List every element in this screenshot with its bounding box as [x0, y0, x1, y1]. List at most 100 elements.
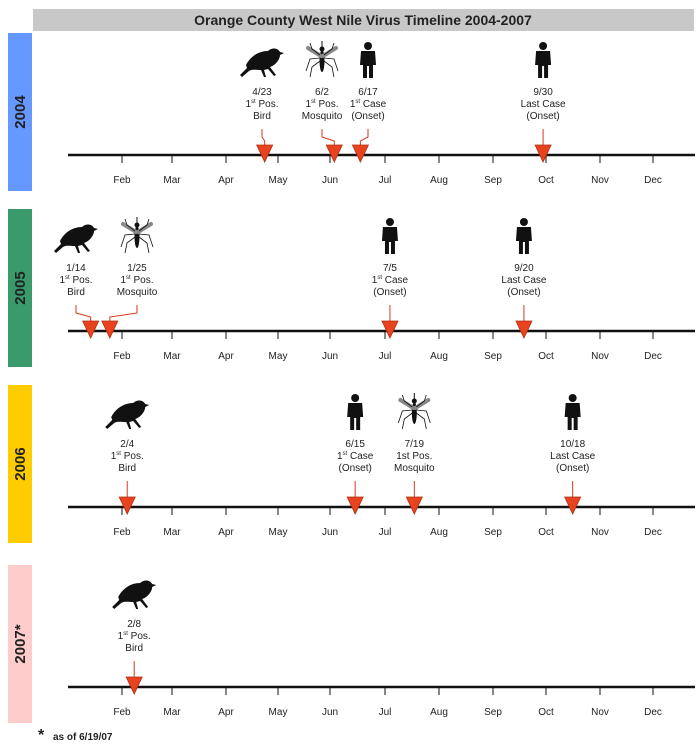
month-label: Apr: [218, 351, 234, 362]
month-label: Feb: [113, 175, 131, 186]
event-label-line1: 1st Pos.: [111, 451, 144, 462]
month-label: Mar: [163, 175, 181, 186]
month-label: Nov: [591, 351, 609, 362]
event-label-rest: Case: [347, 451, 374, 462]
month-label: Nov: [591, 527, 609, 538]
month-label: Dec: [644, 351, 662, 362]
event-label-line1: 1st Case: [372, 275, 409, 286]
event-label-main: 1st Pos.: [396, 451, 432, 462]
crow-icon: [105, 400, 150, 429]
month-label: Dec: [644, 707, 662, 718]
event-label-main: 1: [350, 99, 356, 110]
event-label-main: 1: [372, 275, 378, 286]
month-label: Jun: [322, 351, 338, 362]
event-date: 10/18: [560, 439, 585, 450]
event-label-line2: (Onset): [351, 111, 384, 122]
person-icon: [347, 394, 364, 430]
event-label-line2: (Onset): [526, 111, 559, 122]
event-label-rest: Pos.: [131, 275, 154, 286]
year-label: 2005: [12, 271, 29, 304]
month-label: Oct: [538, 527, 554, 538]
year-tab: [8, 565, 32, 723]
event-label-sup: st: [65, 275, 70, 281]
event-marker: [325, 144, 343, 163]
event-label-line2: (Onset): [556, 463, 589, 474]
event-connector: [109, 305, 138, 323]
mosquito-icon: [396, 391, 433, 431]
month-label: Mar: [163, 707, 181, 718]
month-label: Jul: [379, 175, 392, 186]
event-label-rest: Pos.: [121, 451, 144, 462]
footnote-text: as of 6/19/07: [53, 732, 113, 743]
event-date: 4/23: [252, 87, 272, 98]
event-label-sup: st: [355, 99, 360, 105]
person-icon: [381, 218, 398, 254]
event-connector: [75, 305, 92, 323]
event-connector: [359, 129, 369, 147]
month-label: Aug: [430, 351, 448, 362]
month-label: Sep: [484, 707, 502, 718]
event-label-line1: 1st Pos.: [120, 275, 153, 286]
year-tab: [8, 33, 32, 191]
event-label-line1: 1st Pos.: [396, 451, 432, 462]
month-label: Oct: [538, 175, 554, 186]
event-label-main: Last Case: [501, 275, 546, 286]
event-label-main: 1: [118, 631, 124, 642]
event-marker: [534, 144, 552, 163]
event-label-line2: Bird: [253, 111, 271, 122]
event-label-main: 1: [337, 451, 343, 462]
event-marker: [405, 496, 423, 515]
event-label-sup: st: [126, 275, 131, 281]
event-label-line2: Mosquito: [394, 463, 435, 474]
month-label: Nov: [591, 707, 609, 718]
footnote-star: *: [38, 727, 45, 744]
month-label: Apr: [218, 175, 234, 186]
event-label-line1: 1st Pos.: [118, 631, 151, 642]
year-label: 2006: [12, 447, 29, 480]
month-label: Feb: [113, 527, 131, 538]
event-date: 9/20: [514, 263, 534, 274]
event-connector: [321, 129, 335, 147]
year-row-2005: 2005 Feb Mar Apr May Jun Jul Aug Sep Oct Nov Dec 1/1…: [8, 209, 695, 367]
event-date: 6/17: [358, 87, 378, 98]
mosquito-icon: [119, 215, 155, 255]
event-marker: [515, 320, 533, 339]
year-tab: [8, 209, 32, 367]
event-label-line1: Last Case: [521, 99, 566, 110]
event-label-sup: st: [343, 451, 348, 457]
person-icon: [360, 42, 376, 78]
title-bar: [33, 9, 694, 31]
event-label-sup: st: [116, 451, 121, 457]
year-label: 2007*: [12, 624, 29, 663]
month-label: Feb: [113, 707, 131, 718]
event-marker: [82, 320, 100, 339]
person-icon: [535, 42, 552, 78]
event-label-sup: st: [311, 99, 316, 105]
crow-icon: [240, 48, 284, 77]
month-label: Jun: [322, 527, 338, 538]
month-label: Nov: [591, 175, 609, 186]
person-icon: [564, 394, 581, 430]
event-label-main: 1: [305, 99, 311, 110]
event-label-main: Last Case: [521, 99, 566, 110]
event-marker: [564, 496, 582, 515]
month-label: Dec: [644, 527, 662, 538]
person-icon: [515, 218, 532, 254]
month-label: May: [269, 351, 288, 362]
event-label-line2: (Onset): [338, 463, 371, 474]
event-date: 6/2: [315, 87, 329, 98]
event-marker: [101, 320, 119, 339]
year-label: 2004: [12, 95, 29, 129]
mosquito-icon: [304, 39, 340, 79]
event-label-rest: Pos.: [128, 631, 151, 642]
